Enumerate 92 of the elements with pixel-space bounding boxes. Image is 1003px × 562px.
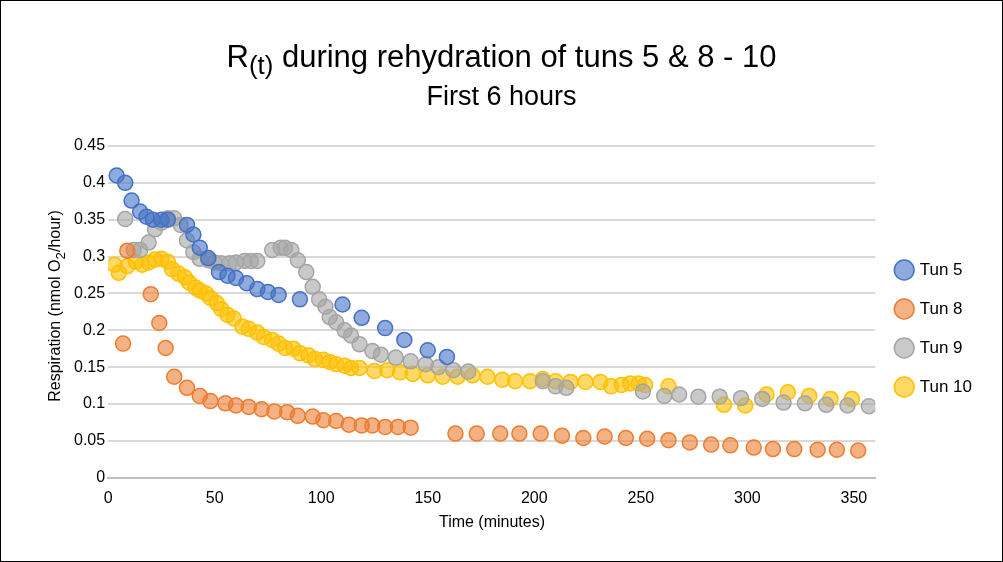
point bbox=[702, 436, 720, 453]
point bbox=[372, 346, 390, 363]
point bbox=[191, 239, 209, 256]
point bbox=[185, 226, 202, 243]
point bbox=[785, 440, 803, 458]
x-axis-title: Time (minutes) bbox=[437, 513, 547, 531]
y-tick-label: 0.45 bbox=[74, 136, 106, 154]
point bbox=[558, 379, 575, 397]
point bbox=[796, 395, 814, 412]
point bbox=[775, 394, 792, 411]
x-tick-label: 300 bbox=[734, 488, 761, 506]
point bbox=[178, 379, 196, 397]
point bbox=[114, 335, 132, 352]
point bbox=[249, 252, 266, 270]
point bbox=[142, 285, 160, 303]
point bbox=[438, 348, 456, 366]
point bbox=[151, 314, 168, 332]
point bbox=[511, 425, 528, 442]
point bbox=[817, 396, 835, 414]
x-tick-label: 150 bbox=[414, 488, 442, 506]
point bbox=[419, 341, 436, 359]
point bbox=[634, 383, 652, 400]
point bbox=[291, 291, 309, 308]
point bbox=[764, 440, 782, 458]
y-tick-label: 0.05 bbox=[74, 431, 106, 449]
point bbox=[553, 427, 571, 445]
point bbox=[754, 390, 771, 408]
x-tick-label: 350 bbox=[840, 488, 868, 506]
point bbox=[532, 425, 549, 442]
y-tick-label: 0.2 bbox=[82, 320, 106, 338]
point bbox=[376, 319, 394, 337]
point bbox=[596, 428, 613, 445]
point bbox=[711, 388, 728, 405]
point bbox=[327, 412, 345, 430]
point bbox=[839, 397, 856, 414]
point bbox=[304, 278, 321, 296]
point bbox=[670, 386, 688, 403]
y-tick-label: 0 bbox=[96, 468, 106, 486]
point bbox=[116, 174, 134, 192]
point bbox=[402, 353, 419, 370]
point bbox=[289, 407, 307, 425]
y-tick-label: 0.3 bbox=[82, 247, 106, 265]
point bbox=[849, 442, 867, 459]
y-tick-label: 0.25 bbox=[74, 283, 106, 301]
point bbox=[445, 361, 462, 379]
point bbox=[459, 363, 477, 380]
point bbox=[123, 192, 140, 209]
y-tick-label: 0.4 bbox=[82, 173, 106, 191]
point bbox=[722, 437, 739, 454]
point bbox=[860, 398, 876, 415]
point bbox=[289, 252, 307, 269]
point bbox=[119, 242, 136, 259]
point bbox=[202, 392, 219, 410]
point bbox=[116, 210, 134, 228]
point bbox=[298, 263, 315, 281]
point bbox=[447, 425, 464, 442]
chart-subtitle: First 6 hours bbox=[425, 81, 578, 112]
point bbox=[165, 368, 183, 386]
point bbox=[638, 430, 656, 447]
point bbox=[402, 419, 419, 436]
legend-label: Tun 10 bbox=[919, 376, 972, 396]
legend-label: Tun 5 bbox=[919, 259, 963, 279]
point bbox=[809, 441, 826, 459]
x-tick-label: 250 bbox=[627, 488, 655, 506]
point bbox=[270, 286, 287, 304]
y-tick-label: 0.35 bbox=[74, 210, 106, 228]
chart-title: R$_{(t)}$ during rehydration of tuns 5 & 8 - 10 bbox=[226, 39, 777, 80]
point bbox=[351, 336, 368, 353]
point bbox=[491, 425, 509, 442]
legend-label: Tun 8 bbox=[919, 298, 963, 318]
point bbox=[157, 339, 174, 357]
y-tick-label: 0.15 bbox=[74, 357, 106, 375]
point bbox=[575, 429, 592, 447]
legend-label: Tun 9 bbox=[919, 337, 963, 357]
point bbox=[387, 349, 405, 366]
point bbox=[617, 429, 635, 447]
x-tick-label: 100 bbox=[307, 488, 335, 506]
point bbox=[681, 434, 699, 451]
point bbox=[732, 389, 750, 407]
point bbox=[140, 234, 157, 251]
point bbox=[828, 441, 846, 459]
x-tick-label: 200 bbox=[520, 488, 548, 506]
point bbox=[660, 431, 677, 449]
point bbox=[396, 331, 413, 349]
x-tick-label: 50 bbox=[205, 488, 224, 506]
point bbox=[353, 309, 370, 327]
point bbox=[745, 439, 762, 456]
point bbox=[468, 425, 486, 442]
point bbox=[656, 387, 673, 405]
y-tick-label: 0.1 bbox=[82, 394, 106, 412]
point bbox=[334, 296, 351, 313]
point bbox=[690, 388, 707, 405]
